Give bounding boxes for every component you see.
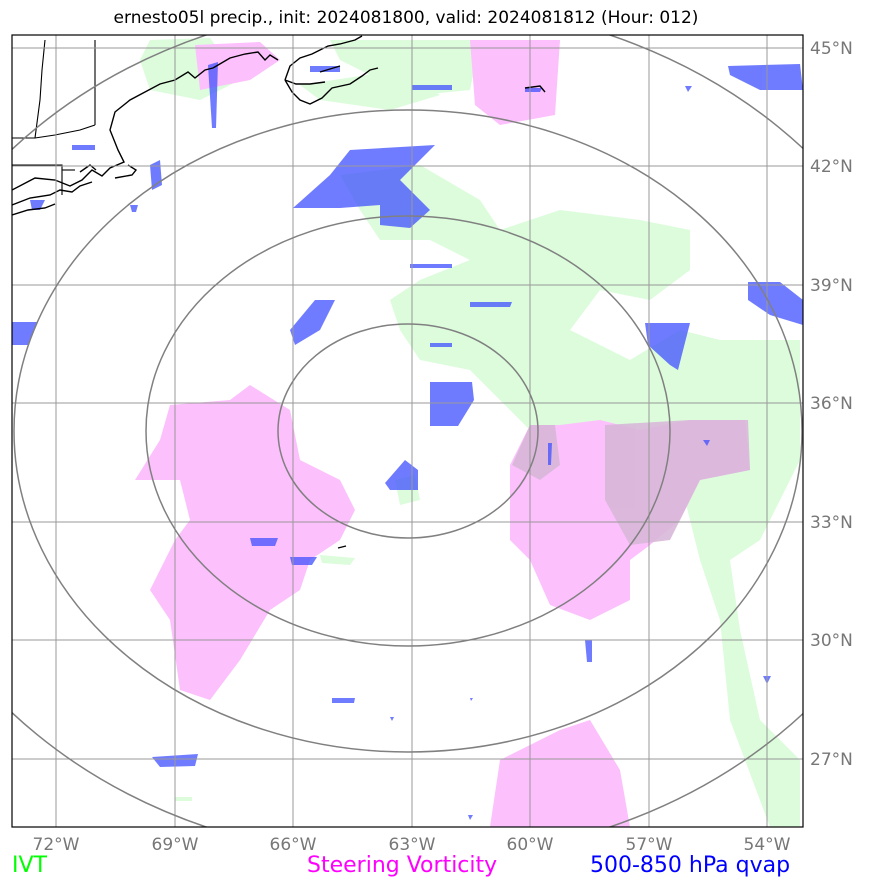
lat-tick: 36°N (810, 394, 853, 414)
lon-tick: 66°W (270, 835, 317, 855)
lon-tick: 54°W (744, 835, 791, 855)
legend-qvap: 500-850 hPa qvap (590, 853, 791, 878)
lat-tick: 39°N (810, 276, 853, 296)
lat-tick: 27°N (810, 750, 853, 770)
lon-tick: 57°W (626, 835, 673, 855)
plot-frame (11, 34, 804, 828)
lat-tick: 33°N (810, 513, 853, 533)
lon-tick-labels: 72°W 69°W 66°W 63°W 60°W 57°W 54°W (33, 835, 791, 855)
range-rings (12, 35, 803, 827)
legend-ivt: IVT (12, 853, 47, 878)
legend-steering-vorticity: Steering Vorticity (307, 853, 498, 878)
lon-tick: 72°W (33, 835, 80, 855)
state-borders (12, 39, 96, 195)
lat-tick-labels: 45°N 42°N 39°N 36°N 33°N 30°N 27°N (810, 39, 853, 770)
lon-tick: 63°W (389, 835, 436, 855)
graticule (12, 35, 803, 827)
lat-tick: 30°N (810, 631, 853, 651)
lon-tick: 60°W (507, 835, 554, 855)
lat-tick: 42°N (810, 157, 853, 177)
lat-tick: 45°N (810, 39, 853, 59)
lon-tick: 69°W (152, 835, 199, 855)
map-title: ernesto05l precip., init: 2024081800, va… (113, 8, 699, 28)
